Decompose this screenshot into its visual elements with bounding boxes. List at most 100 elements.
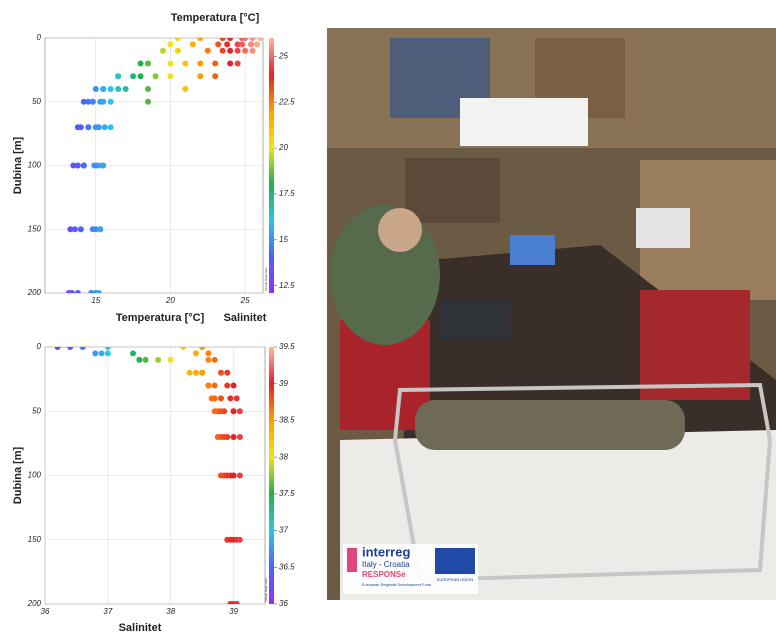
data-point — [137, 60, 144, 67]
data-point — [218, 472, 224, 479]
data-point — [227, 47, 234, 54]
data-point — [186, 369, 193, 376]
colorbar — [269, 347, 274, 604]
books — [405, 158, 500, 223]
y-tick-label: 100 — [28, 161, 42, 170]
data-point — [192, 350, 199, 357]
y-tick-label: 0 — [37, 342, 42, 351]
profiles — [54, 347, 243, 604]
data-point — [104, 347, 111, 350]
data-point — [224, 41, 231, 48]
y-tick-label: 200 — [27, 288, 42, 297]
data-point — [67, 347, 74, 350]
data-point — [257, 38, 263, 41]
data-point — [227, 601, 234, 604]
data-point — [115, 86, 122, 92]
colorbar-tick-label: 37 — [279, 526, 288, 535]
data-point — [107, 124, 114, 131]
data-point — [104, 350, 111, 357]
data-point — [98, 350, 105, 357]
data-point — [236, 536, 243, 543]
data-point — [205, 356, 212, 363]
data-point — [136, 356, 143, 363]
y-tick-label: 50 — [32, 97, 41, 106]
data-point — [218, 408, 224, 415]
data-point — [236, 408, 243, 415]
x-tick-label: 39 — [229, 607, 238, 616]
data-point — [204, 47, 211, 54]
data-point — [218, 369, 224, 376]
data-point — [224, 382, 231, 389]
watermark: Ocean Data View — [264, 578, 268, 602]
data-point — [189, 41, 196, 48]
data-point — [97, 226, 104, 233]
person-head — [378, 208, 422, 252]
data-point — [236, 433, 243, 440]
data-point — [234, 41, 241, 48]
x-tick-label: 37 — [103, 607, 112, 616]
y-tick-label: 150 — [28, 535, 42, 544]
x-tick-label: 20 — [165, 296, 175, 305]
data-point — [74, 290, 81, 293]
data-point — [239, 41, 246, 48]
logo-brand: interreg — [362, 544, 410, 559]
data-point — [79, 347, 86, 350]
y-axis-label: Dubina [m] — [12, 136, 24, 194]
data-point — [182, 60, 189, 67]
data-point — [152, 73, 159, 80]
logo-program: Italy - Croatia — [362, 560, 410, 569]
x-tick-label: 36 — [41, 607, 50, 616]
data-point — [80, 162, 87, 169]
data-point — [248, 41, 255, 48]
logo-mark — [347, 548, 357, 572]
x-tick-label: 15 — [91, 296, 100, 305]
data-point — [182, 86, 189, 92]
data-point — [224, 369, 231, 376]
data-point — [227, 38, 234, 41]
data-point — [230, 472, 237, 479]
data-point — [212, 60, 219, 67]
data-point — [74, 162, 81, 169]
data-point — [249, 38, 256, 41]
data-point — [234, 47, 241, 54]
data-point — [74, 124, 81, 131]
data-point — [254, 41, 261, 48]
data-point — [211, 382, 218, 389]
data-point — [71, 226, 78, 233]
data-point — [233, 601, 240, 604]
y-tick-label: 50 — [32, 406, 41, 415]
data-point — [224, 472, 231, 479]
data-point — [197, 73, 204, 80]
data-point — [92, 86, 99, 92]
data-point — [167, 73, 174, 80]
colorbar-tick-label: 38 — [279, 452, 288, 461]
x-tick-label: 25 — [240, 296, 250, 305]
data-point — [65, 290, 72, 293]
data-point — [167, 60, 174, 67]
y-tick-label: 200 — [27, 599, 42, 608]
data-point — [80, 98, 87, 105]
profiles — [65, 38, 263, 293]
data-point — [100, 86, 107, 92]
data-point — [219, 47, 226, 54]
y-tick-label: 150 — [28, 224, 42, 233]
data-point — [180, 347, 187, 350]
x-axis-label: Temperatura [°C] — [116, 312, 205, 324]
instrument — [415, 400, 685, 450]
data-point — [174, 47, 181, 54]
logo-fund: European Regional Development Fund — [362, 582, 431, 587]
data-point — [214, 433, 221, 440]
colorbar-tick-label: 20 — [278, 143, 288, 152]
data-point — [130, 350, 136, 357]
data-point — [145, 98, 152, 105]
data-point — [122, 86, 129, 92]
colorbar-tick-label: 15 — [279, 235, 288, 244]
colorbar-tick-label: 39 — [279, 379, 288, 388]
data-point — [101, 124, 108, 131]
eu-label: EUROPEAN UNION — [437, 577, 474, 582]
data-point — [211, 395, 218, 402]
data-point — [211, 356, 218, 363]
colorbar-tick-label: 25 — [278, 51, 288, 60]
x-axis-label: Salinitet — [119, 622, 162, 634]
